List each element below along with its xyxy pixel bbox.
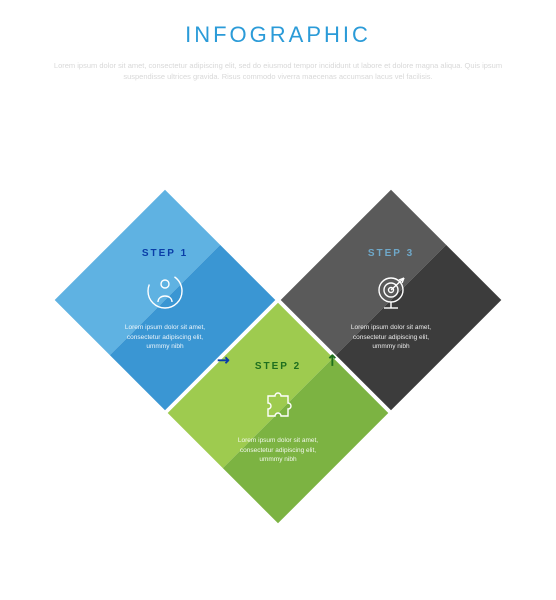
step1-label: Step 1 bbox=[142, 248, 188, 259]
target-arrow-icon bbox=[369, 269, 413, 313]
diamond-step2: Step 2 Lorem ipsum dolor sit amet, conse… bbox=[168, 303, 389, 524]
puzzle-piece-icon bbox=[256, 382, 300, 426]
infographic-stage: Step 1 Lorem ipsum dolor sit amet, conse… bbox=[0, 0, 556, 600]
step3-desc: Lorem ipsum dolor sit amet, consectetur … bbox=[344, 323, 439, 352]
step2-desc: Lorem ipsum dolor sit amet, consectetur … bbox=[231, 436, 326, 465]
step2-label: Step 2 bbox=[255, 361, 301, 372]
step1-desc: Lorem ipsum dolor sit amet, consectetur … bbox=[118, 323, 213, 352]
person-clock-icon bbox=[143, 269, 187, 313]
step3-label: Step 3 bbox=[368, 248, 414, 259]
